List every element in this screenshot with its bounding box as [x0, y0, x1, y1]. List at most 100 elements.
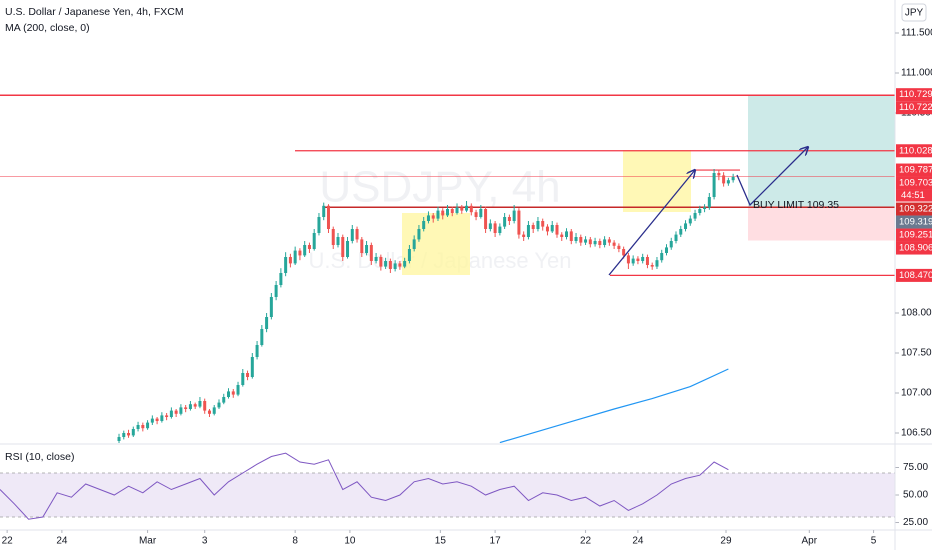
candle-body	[650, 265, 654, 267]
price-label-box	[896, 241, 932, 255]
candle-body	[331, 229, 335, 245]
candle-body	[155, 418, 159, 421]
candle-body	[184, 407, 188, 409]
candle-body	[231, 391, 235, 395]
candle-body	[588, 239, 592, 245]
candle-body	[312, 233, 316, 249]
price-label-box	[896, 144, 932, 158]
candle-body	[441, 210, 445, 216]
candle-body	[636, 258, 640, 261]
candle-body	[626, 255, 630, 264]
candle-body	[422, 221, 426, 229]
candle-body	[488, 223, 492, 229]
candle-body	[446, 209, 449, 216]
x-tick-label: 22	[2, 536, 14, 547]
candle-body	[465, 205, 469, 211]
price-label: 110.729	[899, 89, 932, 100]
x-tick-label: 24	[632, 536, 644, 547]
currency-box[interactable]	[901, 3, 927, 22]
candle-body	[198, 401, 202, 407]
price-label: 108.906	[899, 243, 932, 254]
candle-body	[241, 373, 245, 385]
candle-body	[284, 257, 288, 273]
candle-body	[484, 209, 488, 229]
candle-body	[317, 217, 321, 233]
candle-body	[274, 285, 278, 297]
x-tick-label: 10	[344, 536, 356, 547]
candle-body	[703, 207, 707, 209]
candle-body	[622, 249, 626, 256]
currency[interactable]: JPY	[905, 8, 924, 19]
candle-body	[731, 177, 735, 181]
candle-body	[617, 245, 621, 249]
candle-body	[722, 175, 726, 184]
candle-body	[303, 245, 307, 256]
candle-body	[522, 234, 526, 237]
candle-body	[146, 422, 150, 429]
candle-body	[507, 217, 511, 221]
candle-body	[669, 241, 673, 248]
rsi-pane: 25.00 50.00 75.00	[0, 452, 928, 528]
candle-body	[307, 245, 311, 249]
price-label-box	[896, 228, 932, 242]
candle-body	[412, 239, 416, 249]
candle-body	[479, 209, 483, 217]
candle-body	[493, 223, 497, 233]
candle-body	[384, 261, 388, 267]
candle-body	[517, 210, 521, 235]
candle-body	[693, 213, 697, 219]
y-tick-label: 111.500	[901, 28, 932, 39]
candle-body	[398, 263, 402, 267]
x-tick-label: 29	[720, 536, 732, 547]
candle-body	[369, 245, 373, 261]
candle-body	[607, 239, 611, 243]
watermark: USDJPY, 4h	[319, 163, 560, 212]
candle-body	[612, 242, 616, 246]
candle-body	[227, 391, 231, 397]
candle-body	[355, 229, 359, 240]
candle-body	[579, 237, 583, 243]
candle-body	[136, 425, 140, 429]
price-label: 109.703	[899, 178, 932, 189]
candle-body	[336, 237, 340, 245]
candle-body	[360, 239, 364, 253]
candle-body	[255, 345, 259, 357]
drawings: BUY LIMIT 109.35	[608, 147, 839, 276]
candle-body	[417, 229, 421, 240]
candle-body	[545, 226, 549, 232]
rsi-band	[0, 473, 895, 518]
candle-body	[531, 225, 535, 229]
price-label-box	[896, 101, 932, 115]
candle-body	[160, 415, 164, 421]
axes: 106.500107.000107.500108.000110.500111.0…	[2, 28, 932, 547]
candle-body	[293, 250, 297, 264]
y-tick-label: 108.000	[901, 308, 932, 319]
y-tick-label: 106.500	[901, 428, 932, 439]
x-tick-label: 8	[292, 536, 298, 547]
candle-body	[426, 215, 430, 221]
price-label: 110.028	[899, 145, 932, 156]
candle-body	[460, 207, 464, 211]
candle-body	[203, 401, 207, 411]
rsi-line	[0, 452, 729, 520]
x-tick-label: 17	[490, 536, 502, 547]
price-label: 109.787	[899, 165, 932, 176]
candle-body	[603, 239, 607, 245]
price-label-box	[896, 88, 932, 102]
candle-body	[569, 231, 573, 241]
candle-body	[550, 225, 554, 232]
candle-body	[712, 173, 716, 197]
ma-line	[499, 368, 729, 443]
candle-body	[222, 397, 226, 403]
candle-body	[431, 215, 435, 219]
candle-body	[346, 241, 350, 257]
candle-body	[664, 247, 668, 253]
candle-body	[179, 407, 183, 414]
candle-body	[455, 207, 459, 213]
candle-body	[326, 205, 330, 229]
candle-body	[388, 261, 392, 269]
candle-body	[503, 217, 507, 227]
x-tick-label: 22	[580, 536, 592, 547]
candle-body	[555, 225, 559, 235]
